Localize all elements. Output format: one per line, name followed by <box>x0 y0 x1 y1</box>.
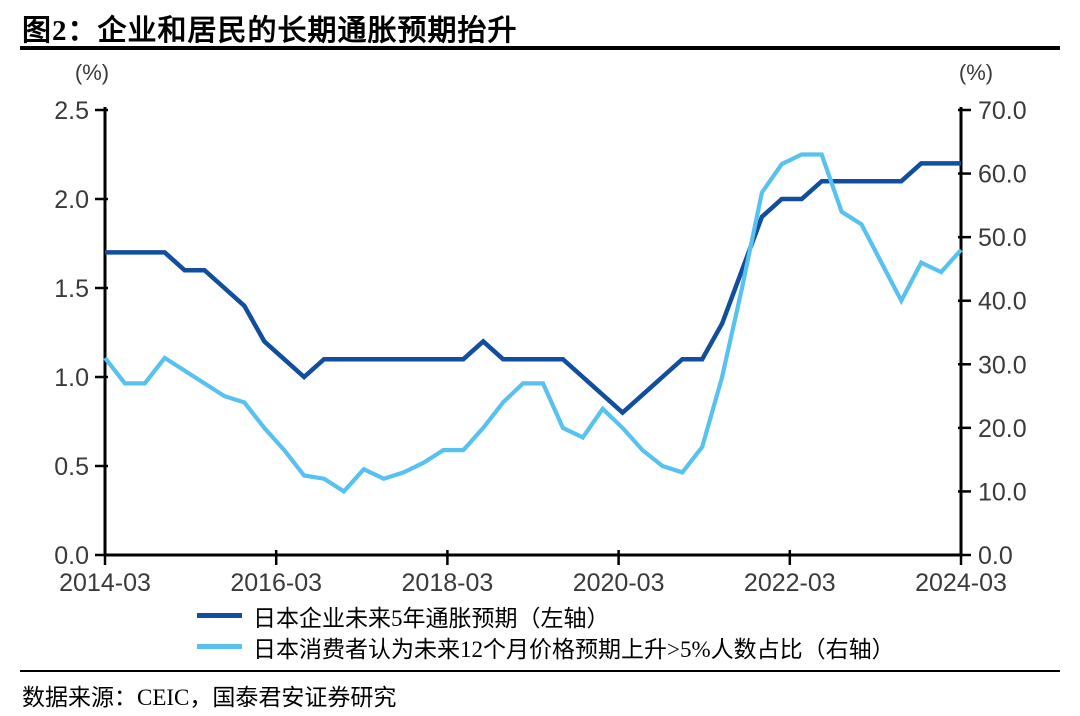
legend-swatch-consumer-line <box>197 644 242 649</box>
svg-text:10.0: 10.0 <box>978 478 1027 506</box>
svg-text:2020-03: 2020-03 <box>573 569 665 597</box>
svg-text:2014-03: 2014-03 <box>59 569 151 597</box>
legend-label-consumer: 日本消费者认为未来12个月价格预期上升>5%人数占比（右轴） <box>253 636 895 662</box>
svg-text:20.0: 20.0 <box>978 415 1027 443</box>
svg-text:0.0: 0.0 <box>54 542 89 570</box>
svg-text:2024-03: 2024-03 <box>915 569 1007 597</box>
figure-title: 图2：企业和居民的长期通胀预期抬升 <box>22 15 518 47</box>
x-axis-ticks: 2014-03 2016-03 2018-03 2020-03 2022-03 2024-… <box>59 550 1007 597</box>
svg-text:70.0: 70.0 <box>978 97 1027 125</box>
title-divider <box>20 46 1060 50</box>
svg-text:50.0: 50.0 <box>978 224 1027 252</box>
footer-divider <box>20 670 1060 672</box>
left-axis-ticks: 2.5 2.0 1.5 1.0 0.5 0.0 <box>54 97 108 570</box>
legend-label-enterprise: 日本企业未来5年通胀预期（左轴） <box>253 605 610 631</box>
svg-text:0.0: 0.0 <box>978 542 1013 570</box>
series-line-0 <box>105 161 961 416</box>
svg-text:1.5: 1.5 <box>54 275 89 303</box>
series-line-1 <box>103 152 963 495</box>
svg-text:60.0: 60.0 <box>978 161 1027 189</box>
chart-legend: 日本企业未来5年通胀预期（左轴） 日本消费者认为未来12个月价格预期上升>5%人… <box>197 600 895 662</box>
axes <box>103 107 963 557</box>
svg-text:30.0: 30.0 <box>978 351 1027 379</box>
legend-item-enterprise: 日本企业未来5年通胀预期（左轴） <box>197 600 895 631</box>
right-axis-unit: (%) <box>958 60 994 85</box>
svg-text:2.0: 2.0 <box>54 186 89 214</box>
svg-text:0.5: 0.5 <box>54 453 89 481</box>
legend-swatch-enterprise-line <box>197 613 242 618</box>
right-axis-ticks: 70.0 60.0 50.0 40.0 30.0 20.0 10.0 0.0 <box>958 97 1027 570</box>
svg-text:1.0: 1.0 <box>54 364 89 392</box>
left-axis-unit: (%) <box>74 60 110 85</box>
svg-text:2.5: 2.5 <box>54 97 89 125</box>
data-source: 数据来源：CEIC，国泰君安证券研究 <box>22 685 397 710</box>
svg-text:2016-03: 2016-03 <box>230 569 322 597</box>
svg-text:40.0: 40.0 <box>978 288 1027 316</box>
svg-text:2022-03: 2022-03 <box>744 569 836 597</box>
legend-item-consumer: 日本消费者认为未来12个月价格预期上升>5%人数占比（右轴） <box>197 631 895 662</box>
svg-text:2018-03: 2018-03 <box>402 569 494 597</box>
